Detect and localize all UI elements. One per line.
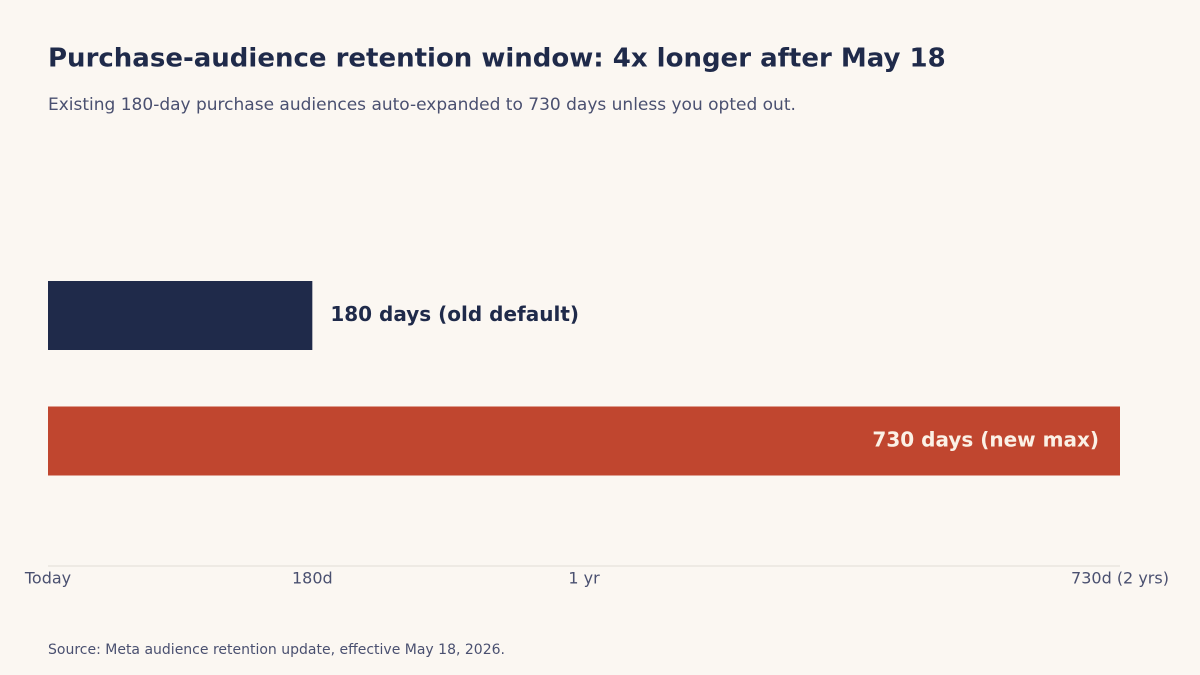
chart-title: Purchase-audience retention window: 4x l… — [48, 44, 946, 74]
x-tick-label: 730d (2 yrs) — [1071, 569, 1169, 588]
x-tick-label: Today — [24, 569, 71, 588]
chart-subtitle: Existing 180-day purchase audiences auto… — [48, 95, 796, 115]
x-tick-label: 180d — [292, 569, 333, 588]
x-tick-label: 1 yr — [568, 569, 600, 588]
value-label: 730 days (new max) — [872, 428, 1099, 452]
bar — [48, 406, 1120, 476]
bar — [48, 281, 313, 350]
source-note: Source: Meta audience retention update, … — [48, 642, 505, 658]
value-label: 180 days (old default) — [330, 302, 579, 326]
